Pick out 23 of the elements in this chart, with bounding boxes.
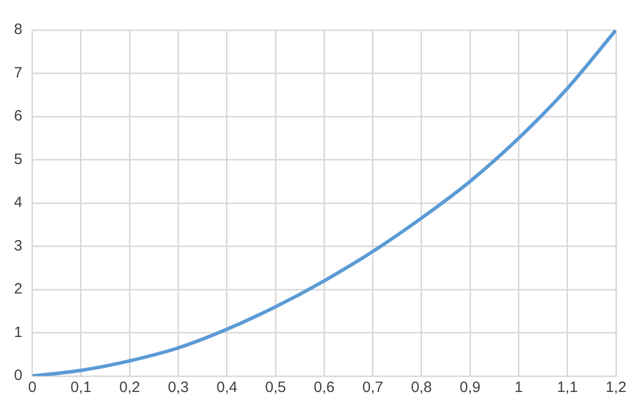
y-tick-label: 2	[14, 280, 22, 298]
x-tick-label: 0,1	[70, 379, 92, 396]
y-tick-label: 3	[14, 237, 22, 254]
x-tick-label: 0,4	[216, 379, 238, 396]
line-series	[32, 30, 616, 376]
x-tick-label: 0,3	[168, 379, 189, 396]
x-tick-label: 1	[514, 379, 523, 396]
x-tick-label: 1,1	[556, 379, 578, 396]
y-tick-label: 5	[14, 150, 22, 168]
y-tick-label: 6	[14, 108, 22, 125]
y-tick-label: 4	[14, 194, 22, 212]
x-tick-label: 0,5	[265, 379, 286, 396]
x-tick-label: 0	[28, 379, 37, 396]
x-tick-label: 0,7	[362, 379, 384, 396]
x-tick-label: 0,8	[411, 379, 432, 396]
x-tick-label: 0,9	[460, 379, 481, 396]
x-tick-label: 0,2	[119, 379, 140, 396]
y-tick-label: 7	[14, 64, 22, 82]
y-tick-label: 8	[14, 21, 22, 38]
y-tick-label: 1	[14, 324, 22, 341]
x-tick-label: 1,2	[606, 379, 626, 396]
x-tick-label: 0,6	[314, 379, 335, 396]
y-tick-label: 0	[14, 367, 22, 384]
